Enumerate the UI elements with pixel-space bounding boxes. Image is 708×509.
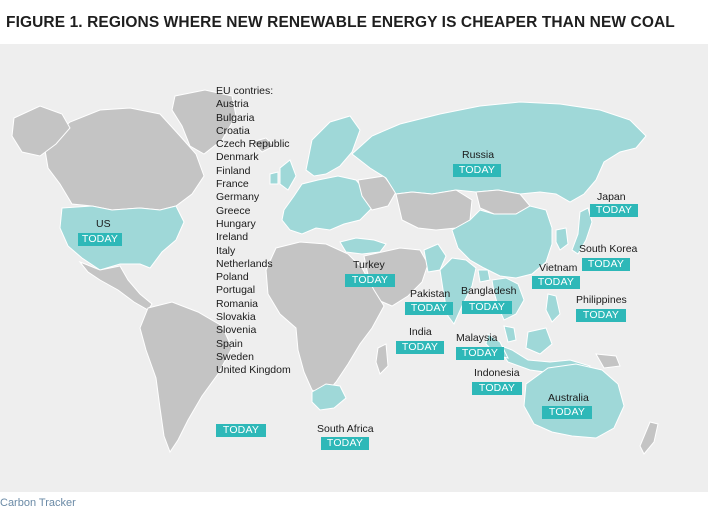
mexico: [78, 260, 153, 311]
malaysia-badge: TODAY: [456, 347, 504, 360]
eu-country-item: Poland: [216, 271, 249, 284]
philippines-shape: [545, 293, 561, 323]
eu-country-item: Denmark: [216, 151, 259, 164]
indonesia-label: Indonesia: [474, 367, 520, 379]
us-shape: [59, 205, 185, 271]
central-asia: [395, 189, 473, 231]
bangladesh-shape: [477, 269, 491, 283]
iceland: [251, 137, 275, 153]
eu-country-item: Romania: [216, 297, 259, 310]
papua-new-guinea: [595, 353, 621, 369]
eu-badge: TODAY: [216, 424, 266, 437]
australia-shape: [523, 363, 625, 439]
south-africa-label: South Africa: [317, 423, 374, 435]
eu-country-item: Greece: [216, 204, 251, 217]
china: [451, 205, 553, 279]
eu-country-item: Ireland: [216, 231, 249, 244]
pakistan-badge: TODAY: [405, 302, 453, 315]
eu-country-item: Bulgaria: [216, 111, 255, 124]
russia-label: Russia: [462, 149, 495, 161]
source-credit: Carbon Tracker: [0, 497, 76, 509]
europe: [281, 175, 373, 235]
south-korea-label: South Korea: [579, 243, 638, 255]
eu-heading: EU contries:: [216, 85, 274, 97]
turkey-shape: [339, 237, 387, 255]
russia-badge: TODAY: [453, 164, 501, 177]
eu-country-item: Czech Republic: [216, 138, 290, 151]
us-label: US: [96, 218, 111, 230]
pakistan-shape: [423, 243, 447, 273]
eu-country-item: Sweden: [216, 350, 254, 363]
uk: [279, 159, 297, 191]
figure-title: FIGURE 1. REGIONS WHERE NEW RENEWABLE EN…: [6, 14, 675, 31]
indonesia-badge: TODAY: [472, 382, 522, 395]
eu-country-item: Portugal: [216, 284, 256, 297]
eu-country-item: Croatia: [216, 124, 250, 137]
eu-country-item: Slovakia: [216, 311, 256, 324]
alaska: [11, 105, 71, 157]
scandinavia: [305, 115, 361, 177]
eu-country-item: Netherlands: [216, 257, 273, 270]
turkey-badge: TODAY: [345, 274, 395, 287]
vietnam-badge: TODAY: [532, 276, 580, 289]
japan-shape: [571, 207, 593, 255]
japan-badge: TODAY: [590, 204, 638, 217]
ireland: [269, 171, 279, 185]
eu-country-list: EU contries: Austria Bulgaria Croatia Czech…: [216, 85, 291, 378]
eu-country-item: Austria: [216, 98, 249, 111]
south-america: [139, 301, 233, 454]
bangladesh-label: Bangladesh: [461, 285, 517, 297]
bangladesh-badge: TODAY: [462, 301, 512, 314]
greenland: [171, 89, 237, 155]
eu-country-item: Finland: [216, 164, 251, 177]
eu-country-item: Spain: [216, 337, 243, 350]
borneo: [525, 327, 553, 355]
india-label: India: [409, 326, 432, 338]
malaysia-shape: [503, 325, 517, 343]
pakistan-label: Pakistan: [410, 288, 451, 300]
world-map: [11, 89, 659, 455]
south-africa-shape: [311, 383, 347, 411]
japan-label: Japan: [597, 191, 626, 203]
eu-country-item: Hungary: [216, 217, 256, 230]
australia-label: Australia: [548, 392, 589, 404]
korea: [555, 227, 569, 251]
eu-country-item: United Kingdom: [216, 364, 291, 377]
australia-badge: TODAY: [542, 406, 592, 419]
south-korea-badge: TODAY: [582, 258, 630, 271]
philippines-label: Philippines: [576, 294, 627, 306]
madagascar: [375, 343, 389, 375]
vietnam-label: Vietnam: [539, 262, 578, 274]
russia-shape: [351, 101, 647, 203]
turkey-label: Turkey: [353, 259, 385, 271]
india-badge: TODAY: [396, 341, 444, 354]
new-zealand: [639, 421, 659, 455]
south-africa-badge: TODAY: [321, 437, 369, 450]
eu-country-item: Germany: [216, 191, 260, 204]
us-badge: TODAY: [78, 233, 122, 246]
philippines-badge: TODAY: [576, 309, 626, 322]
eu-country-item: France: [216, 178, 249, 191]
eu-country-item: Italy: [216, 244, 236, 257]
malaysia-label: Malaysia: [456, 332, 498, 344]
eu-country-item: Slovenia: [216, 324, 257, 337]
canada: [43, 107, 205, 211]
